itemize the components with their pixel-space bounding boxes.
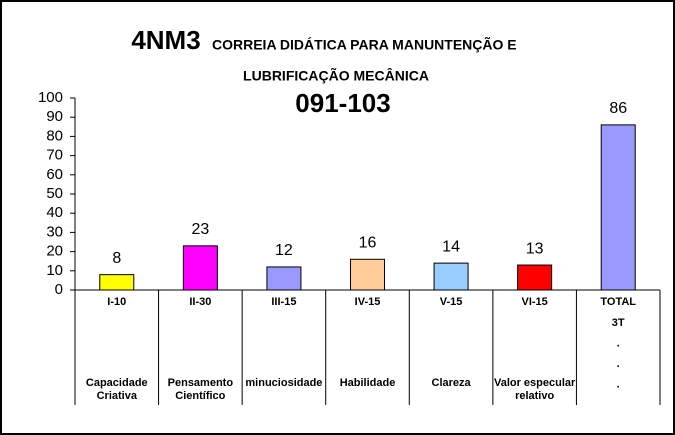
data-label: 13 bbox=[526, 240, 544, 257]
y-tick-label: 20 bbox=[46, 243, 63, 260]
data-label: 8 bbox=[112, 250, 121, 267]
category-description: . bbox=[617, 378, 620, 390]
y-tick-label: 30 bbox=[46, 223, 63, 240]
x-tick-label: TOTAL bbox=[600, 296, 636, 308]
bar bbox=[182, 245, 218, 291]
x-tick-label: IV-15 bbox=[355, 296, 381, 308]
y-tick-label: 70 bbox=[46, 147, 63, 164]
category-description: Capacidade bbox=[86, 377, 148, 389]
x-tick-label: III-15 bbox=[271, 296, 296, 308]
category-description: . bbox=[617, 337, 620, 349]
chart-code: 091-103 bbox=[295, 88, 390, 118]
data-label: 23 bbox=[191, 221, 209, 238]
y-tick-label: 60 bbox=[46, 166, 63, 183]
bar bbox=[99, 274, 135, 291]
category-description: Criativa bbox=[97, 390, 138, 402]
bar bbox=[517, 264, 553, 291]
category-description: Científico bbox=[175, 390, 225, 402]
x-tick-label: II-30 bbox=[189, 296, 211, 308]
x-tick-label: V-15 bbox=[440, 296, 463, 308]
chart-subtitle: CORREIA DIDÁTICA PARA MANUNTENÇÃO E bbox=[212, 36, 517, 53]
category-description: Pensamento bbox=[168, 377, 234, 389]
bar bbox=[600, 124, 636, 291]
data-label: 16 bbox=[359, 234, 377, 251]
y-tick-label: 80 bbox=[46, 127, 63, 144]
chart-subtitle: LUBRIFICAÇÃO MECÂNICA bbox=[243, 67, 429, 84]
category-description: relativo bbox=[515, 390, 554, 402]
y-tick-label: 100 bbox=[38, 89, 63, 106]
data-label: 14 bbox=[442, 238, 460, 255]
y-tick-label: 0 bbox=[55, 281, 63, 298]
category-description: 3T bbox=[612, 317, 625, 329]
bar bbox=[266, 266, 302, 291]
y-tick-label: 40 bbox=[46, 204, 63, 221]
bar bbox=[433, 262, 469, 291]
y-tick-label: 10 bbox=[46, 262, 63, 279]
category-description: Valor especular bbox=[494, 377, 576, 389]
category-description: Habilidade bbox=[340, 377, 396, 389]
category-description: . bbox=[617, 358, 620, 370]
x-tick-label: I-10 bbox=[107, 296, 126, 308]
data-label: 12 bbox=[275, 242, 293, 259]
y-tick-label: 90 bbox=[46, 108, 63, 125]
category-description: minuciosidade bbox=[245, 377, 322, 389]
x-tick-label: VI-15 bbox=[521, 296, 547, 308]
y-tick-label: 50 bbox=[46, 185, 63, 202]
chart-title: 4NM3 bbox=[131, 25, 200, 55]
category-description: Clareza bbox=[432, 377, 472, 389]
data-label: 86 bbox=[609, 100, 627, 117]
bar bbox=[350, 258, 385, 291]
